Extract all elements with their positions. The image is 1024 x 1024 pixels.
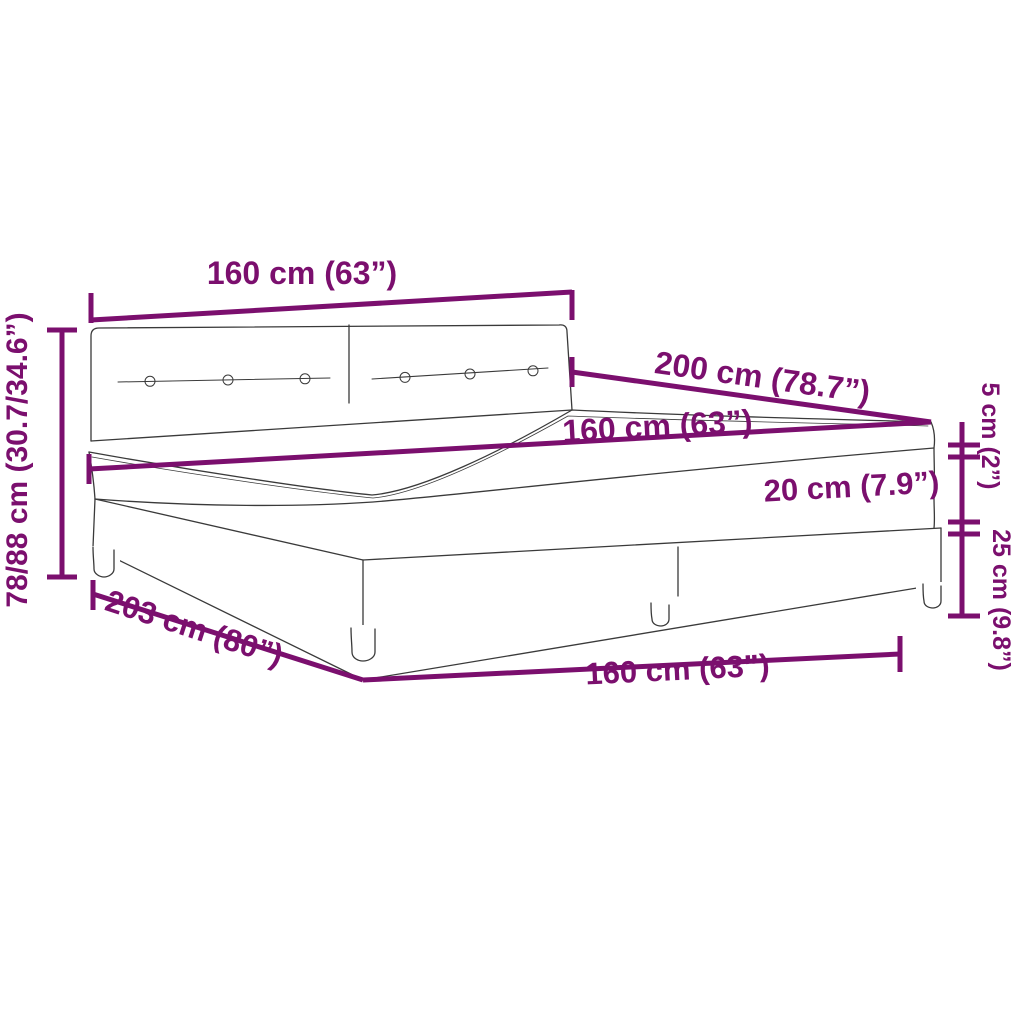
svg-text:78/88 cm (30.7/34.6”): 78/88 cm (30.7/34.6”)	[1, 312, 34, 607]
svg-text:160 cm (63”): 160 cm (63”)	[207, 255, 397, 291]
svg-text:25 cm (9.8”): 25 cm (9.8”)	[987, 529, 1015, 671]
svg-text:5 cm (2”): 5 cm (2”)	[976, 383, 1004, 490]
svg-text:203 cm (80”): 203 cm (80”)	[101, 583, 287, 673]
svg-text:20 cm (7.9”): 20 cm (7.9”)	[763, 464, 940, 508]
svg-text:160 cm (63”): 160 cm (63”)	[585, 648, 771, 692]
svg-text:160 cm (63”): 160 cm (63”)	[561, 403, 753, 450]
